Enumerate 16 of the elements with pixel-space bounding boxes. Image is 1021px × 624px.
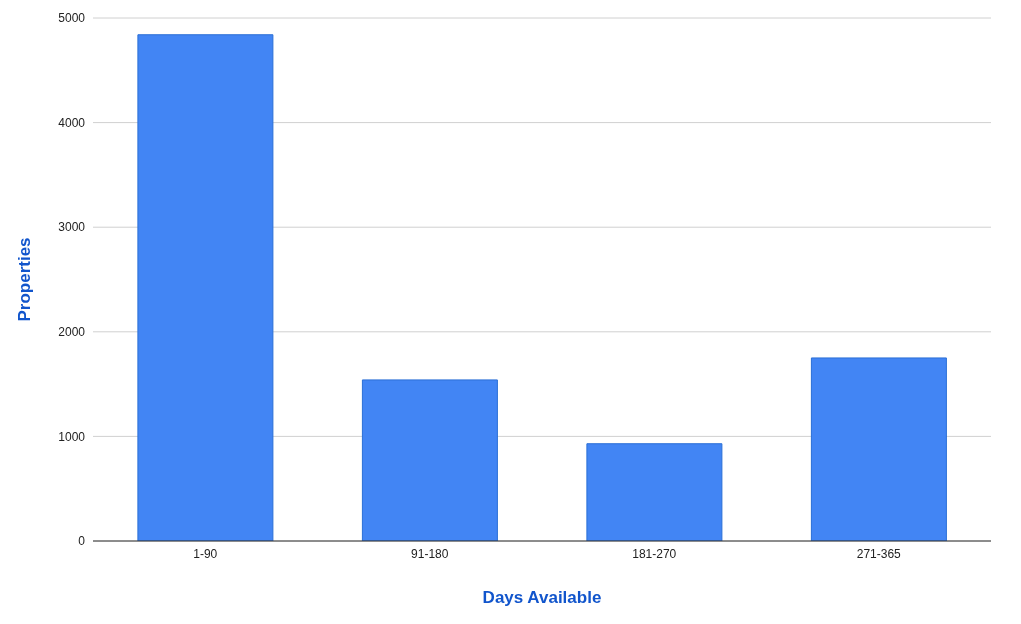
- bar: [586, 443, 723, 541]
- y-tick-label: 5000: [58, 11, 86, 26]
- y-tick-label: 2000: [58, 325, 86, 340]
- y-tick-label: 3000: [58, 220, 86, 235]
- x-axis-title: Days Available: [482, 588, 602, 607]
- bar: [137, 34, 274, 541]
- y-axis-title: Properties: [15, 237, 35, 322]
- y-tick-label: 4000: [58, 115, 86, 130]
- y-tick-label: 1000: [58, 429, 86, 444]
- x-tick-label: 271-365: [856, 546, 902, 561]
- x-tick-label: 181-270: [632, 546, 677, 561]
- bar: [810, 357, 947, 541]
- x-tick-label: 91-180: [411, 546, 449, 561]
- bar: [361, 379, 498, 541]
- x-tick-label: 1-90: [193, 546, 218, 561]
- y-tick-label: 0: [78, 534, 86, 549]
